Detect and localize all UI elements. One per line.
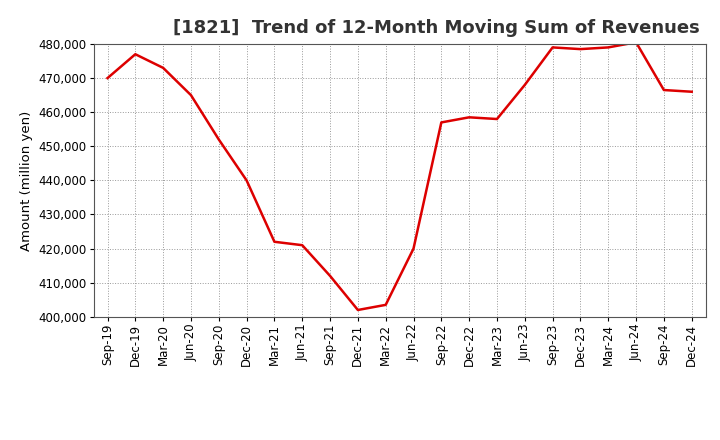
Text: [1821]  Trend of 12-Month Moving Sum of Revenues: [1821] Trend of 12-Month Moving Sum of R… — [174, 19, 700, 37]
Y-axis label: Amount (million yen): Amount (million yen) — [20, 110, 33, 250]
